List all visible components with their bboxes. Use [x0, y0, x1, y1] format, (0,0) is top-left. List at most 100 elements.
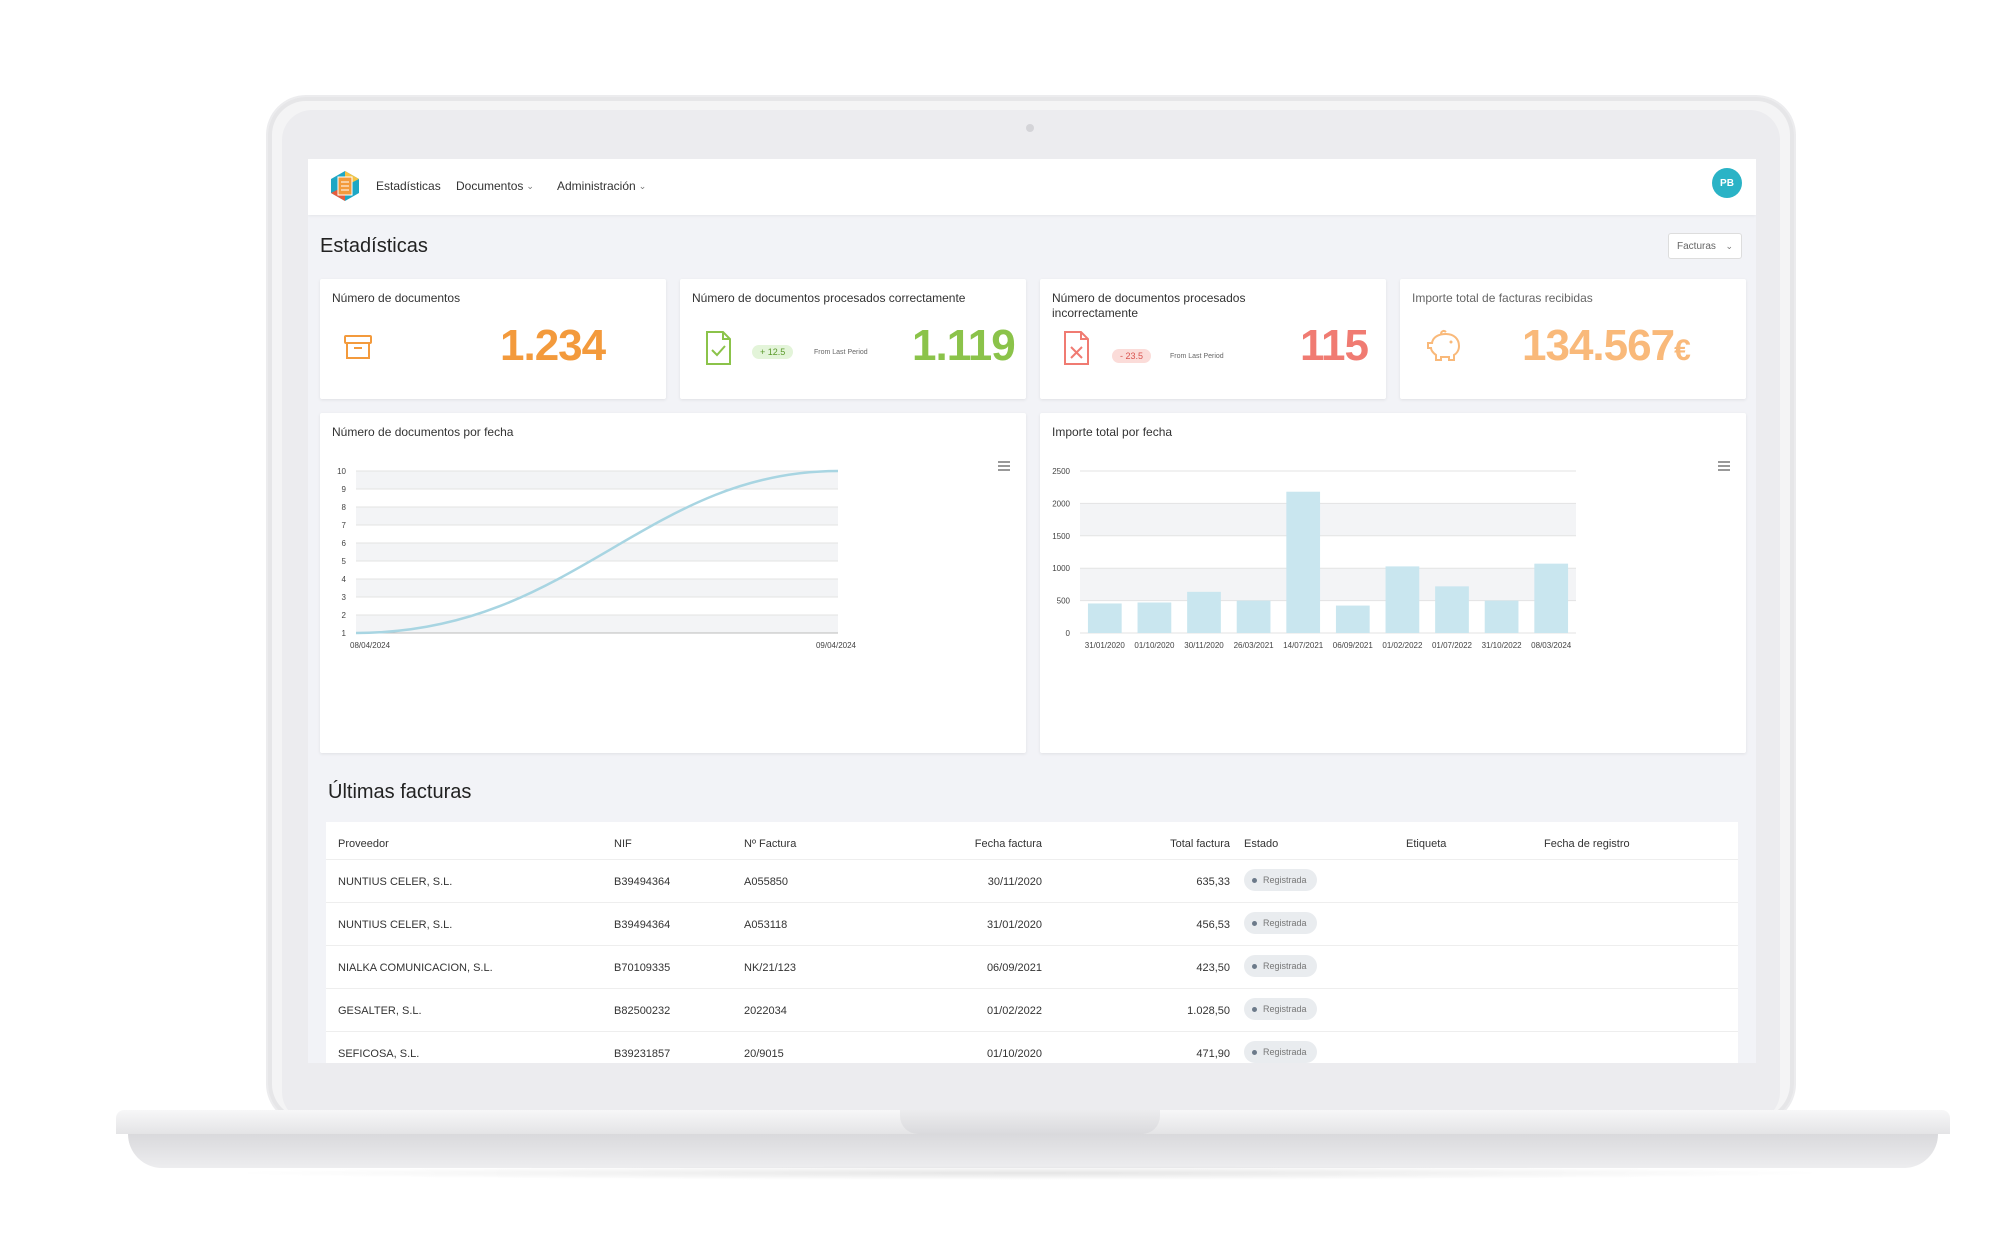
app-screen: Estadísticas Documentos ⌄ Administración…	[308, 159, 1756, 1063]
x-tick-label: 01/07/2022	[1432, 641, 1473, 650]
table-row[interactable]: NUNTIUS CELER, S.L. B39494364 A055850 30/11…	[326, 859, 1738, 903]
nav-administracion-label: Administración	[557, 179, 636, 193]
chart-card-importe: Importe total por fecha 0 500 1000 1500 2000…	[1040, 413, 1746, 753]
y-tick-label: 5	[342, 557, 347, 566]
laptop-base-bottom	[128, 1134, 1938, 1168]
bar	[1484, 600, 1519, 633]
table-row[interactable]: NIALKA COMUNICACION, S.L. B70109335 NK/21/…	[326, 945, 1738, 989]
x-tick-label: 09/04/2024	[816, 641, 857, 650]
chart-menu-icon[interactable]	[998, 461, 1010, 471]
table-row[interactable]: SEFICOSA, S.L. B39231857 20/9015 01/10/2020…	[326, 1031, 1738, 1063]
column-header-total[interactable]: Total factura	[1170, 838, 1230, 850]
bar	[1187, 591, 1221, 633]
app-logo[interactable]	[328, 169, 362, 203]
cell-nif: B39494364	[614, 876, 671, 888]
cell-fecha: 31/01/2020	[986, 919, 1042, 931]
column-header-numero[interactable]: Nº Factura	[744, 838, 797, 850]
chart-title: Importe total por fecha	[1052, 425, 1173, 439]
kpi-card-importe: Importe total de facturas recibidas 134.…	[1400, 279, 1746, 399]
kpi-title: Número de documentos procesados incorrec…	[1052, 291, 1246, 320]
cell-numero: NK/21/123	[744, 962, 796, 974]
cell-fecha: 30/11/2020	[987, 876, 1042, 888]
chart-grid-band	[356, 471, 838, 489]
cell-total: 635,33	[1196, 876, 1230, 888]
bar	[1385, 566, 1420, 633]
kpi-value: 1.119	[912, 321, 1016, 370]
column-header-proveedor[interactable]: Proveedor	[338, 838, 389, 850]
cell-proveedor: NIALKA COMUNICACION, S.L.	[338, 962, 493, 974]
kpi-card-correctos: Número de documentos procesados correcta…	[680, 279, 1026, 399]
kpi-change-badge: + 12.5	[752, 345, 794, 359]
invoices-table: Proveedor NIF Nº Factura Fecha factura T…	[326, 822, 1738, 1063]
kpi-title: Número de documentos procesados correcta…	[692, 291, 966, 305]
y-tick-label: 10	[337, 467, 346, 476]
kpi-card-incorrectos: Número de documentos procesados incorrec…	[1040, 279, 1386, 399]
chart-grid-band	[356, 615, 838, 633]
y-tick-label: 1000	[1052, 564, 1070, 573]
x-tick-label: 31/10/2022	[1482, 641, 1523, 650]
y-tick-label: 2500	[1052, 467, 1070, 476]
user-avatar[interactable]: PB	[1712, 168, 1742, 198]
status-label: Registrada	[1263, 875, 1307, 885]
y-tick-label: 2000	[1052, 499, 1070, 508]
chevron-down-icon: ⌄	[638, 180, 647, 191]
page-title: Estadísticas	[320, 235, 428, 257]
x-tick-label: 14/07/2021	[1283, 641, 1324, 650]
chart-grid-band	[356, 597, 838, 615]
status-dot-icon	[1252, 963, 1257, 969]
chart-grid-band	[356, 543, 838, 561]
bar	[1534, 563, 1569, 633]
kpi-currency: €	[1674, 334, 1691, 367]
bar	[1137, 602, 1172, 633]
x-tick-label: 08/03/2024	[1531, 641, 1572, 650]
y-tick-label: 6	[342, 539, 347, 548]
table-row[interactable]: GESALTER, S.L. B82500232 2022034 01/02/2022…	[326, 988, 1738, 1032]
chevron-down-icon: ⌄	[1725, 240, 1733, 251]
chart-grid-band	[1080, 568, 1576, 601]
x-tick-label: 30/11/2020	[1184, 641, 1224, 650]
column-header-estado[interactable]: Estado	[1244, 838, 1279, 850]
piggy-bank-icon	[1427, 329, 1461, 361]
status-badge: Registrada	[1244, 912, 1317, 934]
nav-documentos-label: Documentos	[456, 179, 524, 193]
select-value: Facturas	[1677, 240, 1716, 252]
nav-estadisticas[interactable]: Estadísticas	[376, 179, 441, 193]
x-tick-label: 08/04/2024	[350, 641, 391, 650]
cell-proveedor: NUNTIUS CELER, S.L.	[338, 876, 453, 888]
top-navbar: Estadísticas Documentos ⌄ Administración…	[308, 159, 1756, 215]
document-type-select[interactable]: Facturas ⌄	[1668, 233, 1742, 259]
chevron-down-icon: ⌄	[526, 180, 534, 191]
y-tick-label: 500	[1057, 597, 1071, 606]
cell-numero: 2022034	[744, 1005, 787, 1017]
file-x-icon	[1064, 331, 1089, 365]
table-row[interactable]: NUNTIUS CELER, S.L. B39494364 A053118 31/01…	[326, 902, 1738, 946]
column-header-nif[interactable]: NIF	[614, 838, 632, 850]
x-tick-label: 26/03/2021	[1234, 641, 1275, 650]
column-header-fecha[interactable]: Fecha factura	[974, 838, 1042, 850]
camera	[1026, 124, 1034, 132]
column-header-fecha-registro[interactable]: Fecha de registro	[1544, 838, 1630, 850]
y-tick-label: 4	[342, 575, 347, 584]
cell-proveedor: SEFICOSA, S.L.	[338, 1048, 420, 1060]
nav-administracion[interactable]: Administración ⌄	[557, 179, 646, 193]
y-tick-label: 1	[342, 629, 347, 638]
laptop-notch	[900, 1110, 1160, 1134]
kpi-title: Importe total de facturas recibidas	[1412, 291, 1593, 305]
bar-chart: 0 500 1000 1500 2000 2500 31/01/2020 01/10/2020…	[1052, 467, 1576, 650]
column-header-etiqueta[interactable]: Etiqueta	[1406, 838, 1447, 850]
cell-nif: B70109335	[614, 962, 671, 974]
status-dot-icon	[1252, 1006, 1257, 1012]
cell-total: 423,50	[1196, 962, 1230, 974]
cell-numero: A055850	[744, 876, 789, 888]
status-label: Registrada	[1263, 1004, 1307, 1014]
chart-menu-icon[interactable]	[1718, 461, 1730, 471]
x-tick-label: 01/10/2020	[1134, 641, 1175, 650]
bar	[1087, 603, 1122, 633]
chart-grid-band	[1080, 471, 1576, 504]
bar	[1286, 491, 1321, 633]
cell-nif: B82500232	[614, 1005, 671, 1017]
nav-documentos[interactable]: Documentos ⌄	[456, 179, 534, 193]
chart-grid-band	[356, 507, 838, 525]
chart-grid-band	[1080, 503, 1576, 536]
laptop-shadow	[220, 1166, 1840, 1180]
